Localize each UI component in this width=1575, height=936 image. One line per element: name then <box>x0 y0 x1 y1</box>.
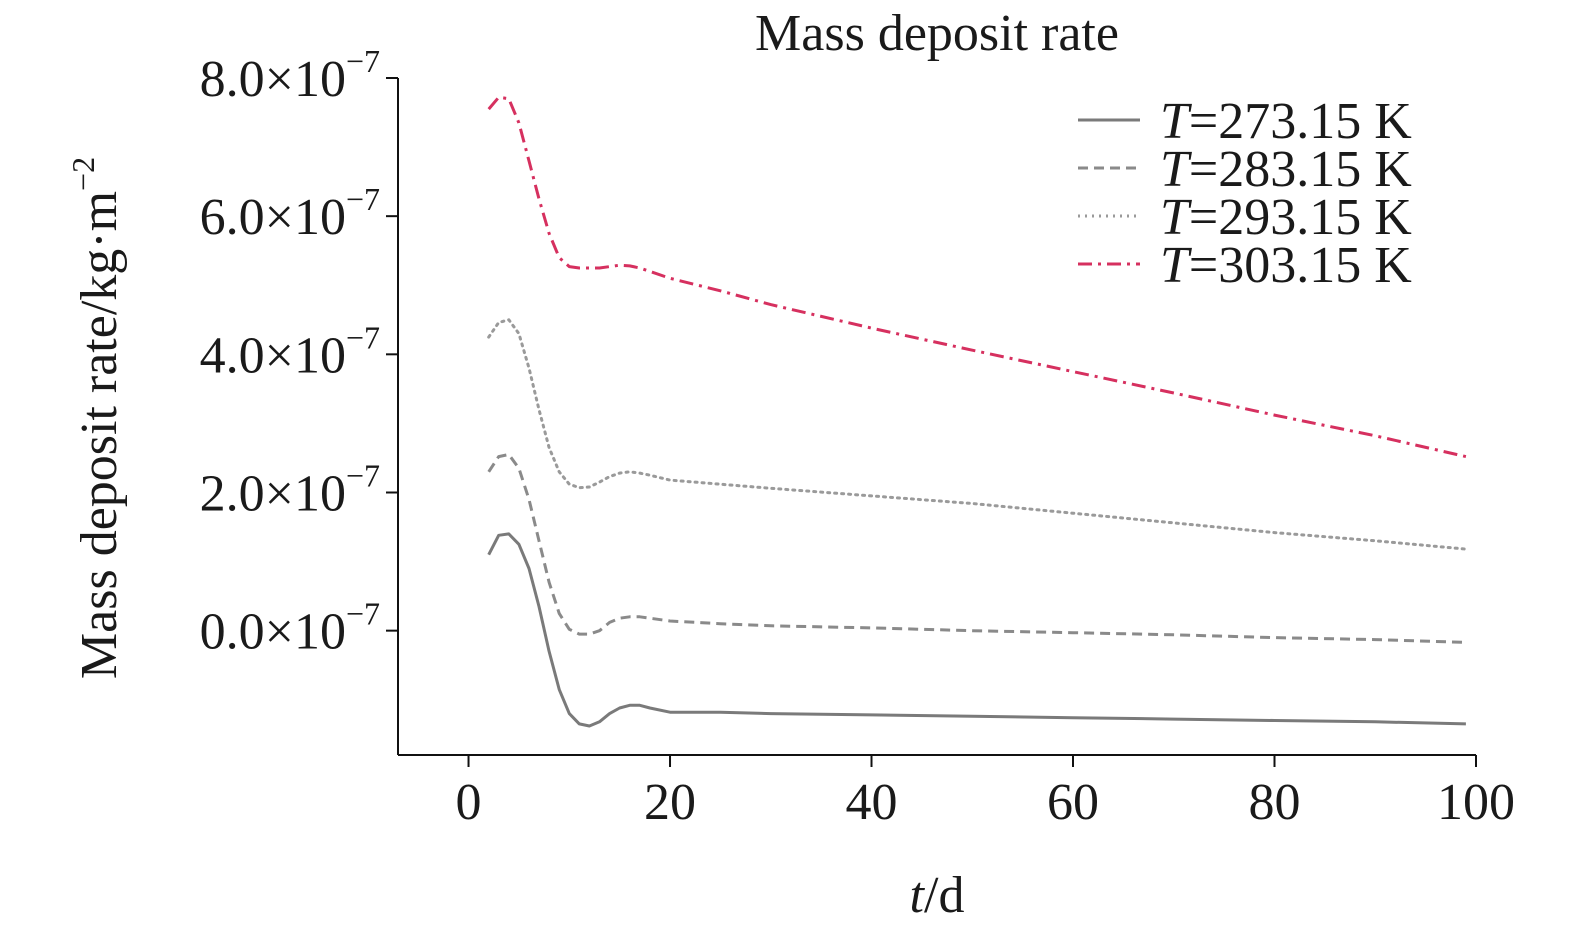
y-axis-label: Mass deposit rate/kg·m−2 <box>65 157 128 679</box>
x-axis-label-italic: t <box>910 867 926 924</box>
y-tick-mantissa: 6.0×10 <box>200 189 346 246</box>
y-tick-mantissa: 2.0×10 <box>200 465 346 522</box>
x-tick-label: 100 <box>1437 774 1515 831</box>
y-axis-ticks: 0.0×10−72.0×10−74.0×10−76.0×10−78.0×10−7 <box>200 43 398 661</box>
legend-label-value: =303.15 K <box>1189 237 1412 294</box>
legend-label-variable: T <box>1160 93 1192 150</box>
x-tick-label: 0 <box>456 774 482 831</box>
legend-label-value: =273.15 K <box>1189 93 1412 150</box>
legend-label-3: T=293.15 K <box>1160 189 1412 246</box>
y-tick-label: 2.0×10−7 <box>200 457 380 522</box>
y-axis-label-text: Mass deposit rate/kg·m <box>71 191 128 679</box>
y-tick-exponent: −7 <box>346 43 380 79</box>
series-line-2 <box>487 453 1466 644</box>
x-axis-ticks: 0 20 40 60 80 100 <box>456 755 1515 831</box>
y-tick-mantissa: 8.0×10 <box>200 51 346 108</box>
y-tick-exponent: −7 <box>346 181 380 217</box>
x-tick-label: 80 <box>1249 774 1301 831</box>
legend-label-4: T=303.15 K <box>1160 237 1412 294</box>
x-tick-label: 20 <box>644 774 696 831</box>
series-line-3 <box>487 318 1468 551</box>
legend-label-value: =293.15 K <box>1189 189 1412 246</box>
legend: T=273.15 KT=283.15 KT=293.15 KT=303.15 K <box>1078 93 1412 294</box>
chart-title: Mass deposit rate <box>755 5 1119 62</box>
y-tick-mantissa: 0.0×10 <box>200 604 346 661</box>
axes <box>397 78 1476 756</box>
series-line-4 <box>487 95 1467 459</box>
x-tick-label: 60 <box>1047 774 1099 831</box>
legend-label-value: =283.15 K <box>1189 141 1412 198</box>
y-tick-label: 0.0×10−7 <box>200 596 380 661</box>
x-axis-label-unit: /d <box>924 867 964 924</box>
series-lines <box>487 95 1468 728</box>
y-tick-exponent: −7 <box>346 457 380 493</box>
x-axis-label: t/d <box>910 867 965 924</box>
legend-label-variable: T <box>1160 237 1192 294</box>
legend-label-variable: T <box>1160 141 1192 198</box>
y-tick-label: 4.0×10−7 <box>200 319 380 384</box>
y-tick-label: 8.0×10−7 <box>200 43 380 108</box>
legend-label-2: T=283.15 K <box>1160 141 1412 198</box>
legend-label-1: T=273.15 K <box>1160 93 1412 150</box>
y-tick-label: 6.0×10−7 <box>200 181 380 246</box>
legend-label-variable: T <box>1160 189 1192 246</box>
y-tick-exponent: −7 <box>346 319 380 355</box>
y-axis-label-exponent: −2 <box>65 157 101 191</box>
x-tick-label: 40 <box>846 774 898 831</box>
series-line-1 <box>487 532 1466 728</box>
y-tick-exponent: −7 <box>346 596 380 632</box>
y-tick-mantissa: 4.0×10 <box>200 327 346 384</box>
